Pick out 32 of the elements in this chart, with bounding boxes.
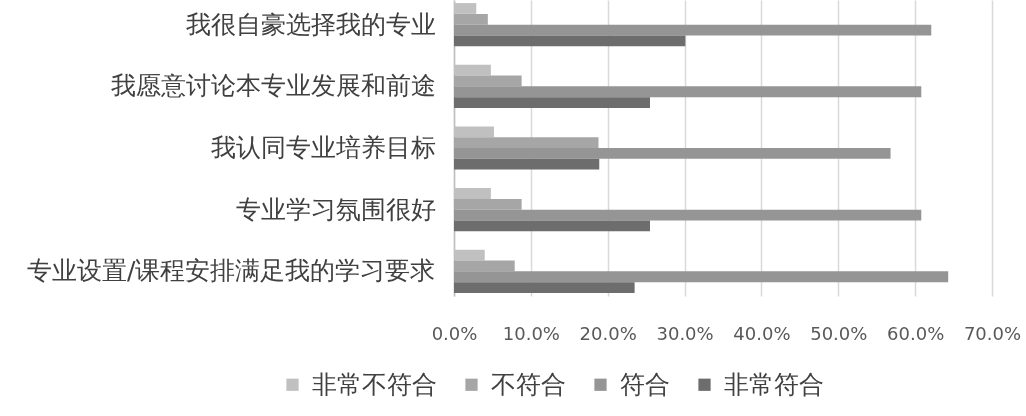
bar [454,198,522,210]
y-tick-label: 专业设置/课程安排满足我的学习要求 [27,256,436,286]
bar [454,209,922,221]
x-tick-label: 10.0% [502,322,560,344]
bar [454,24,932,36]
bar [454,97,650,108]
y-tick-label: 我认同专业培养目标 [210,133,436,162]
bar [454,158,600,170]
x-tick-label: 50.0% [810,322,868,344]
bar [454,137,599,148]
x-tick-label: 70.0% [963,322,1022,344]
y-tick-label: 我很自豪选择我的专业 [185,9,436,39]
bar [454,148,891,159]
y-tick-label: 我愿意讨论本专业发展和前途 [110,71,436,101]
bar [454,271,949,283]
bar [454,282,635,293]
x-tick-label: 40.0% [733,322,791,344]
x-tick-label: 30.0% [656,322,714,344]
bar [454,220,650,232]
x-tick-label: 60.0% [887,322,945,344]
bar [454,86,922,98]
legend-label: 不符合 [491,369,566,399]
x-tick-label: 20.0% [579,322,637,344]
bar [454,13,488,25]
bar [454,260,515,272]
legend-label: 非常符合 [724,369,824,399]
bar [454,35,686,47]
bar [454,75,522,87]
x-tick-label: 0.0% [431,322,478,344]
legend-label: 非常不符合 [312,369,437,399]
y-tick-label: 专业学习氛围很好 [235,194,436,224]
legend-label: 符合 [620,369,670,399]
